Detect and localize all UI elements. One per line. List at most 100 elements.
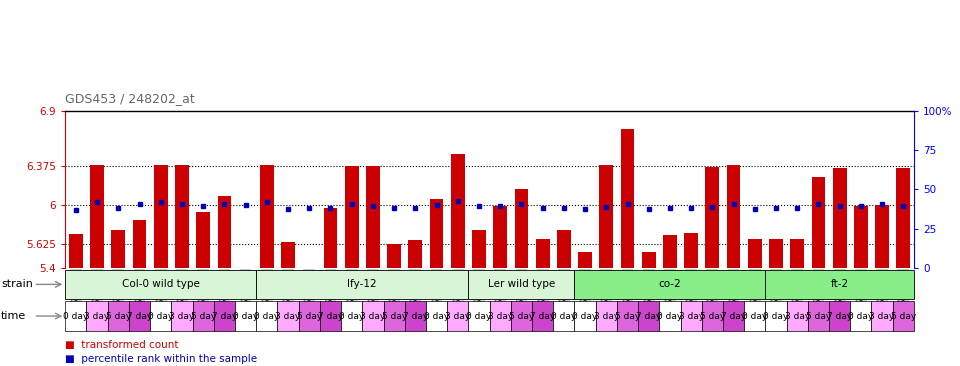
Text: 0 day: 0 day (763, 311, 789, 321)
Bar (706, 167, 719, 268)
Bar (851, 301, 872, 331)
Text: strain: strain (1, 279, 33, 290)
Text: 0 day: 0 day (658, 311, 683, 321)
Text: 7 day: 7 day (827, 311, 852, 321)
Bar (663, 235, 677, 268)
Text: 0 day: 0 day (148, 311, 174, 321)
Bar (408, 240, 422, 268)
Bar (405, 301, 426, 331)
Text: Col-0 wild type: Col-0 wild type (122, 279, 200, 290)
Bar (684, 233, 698, 268)
Bar (786, 301, 808, 331)
Bar (218, 195, 231, 268)
Bar (468, 301, 490, 331)
Bar (574, 301, 595, 331)
Bar (872, 301, 893, 331)
Bar (150, 301, 172, 331)
Text: 0 day: 0 day (551, 311, 577, 321)
Bar (90, 165, 104, 268)
Bar (748, 239, 761, 268)
Text: 3 day: 3 day (593, 311, 619, 321)
Text: 0 day: 0 day (254, 311, 279, 321)
Bar (620, 130, 635, 268)
Bar (129, 301, 150, 331)
Bar (727, 165, 740, 268)
Bar (765, 301, 786, 331)
Text: 7 day: 7 day (212, 311, 237, 321)
Bar (196, 212, 210, 268)
Text: lfy-12: lfy-12 (348, 279, 377, 290)
Text: 7 day: 7 day (636, 311, 661, 321)
Bar (430, 199, 444, 268)
Bar (468, 270, 574, 299)
Text: time: time (1, 311, 26, 321)
Bar (493, 206, 507, 268)
Bar (472, 230, 486, 268)
Text: 3 day: 3 day (870, 311, 895, 321)
Text: 3 day: 3 day (679, 311, 704, 321)
Text: 7 day: 7 day (721, 311, 746, 321)
Text: GDS453 / 248202_at: GDS453 / 248202_at (65, 92, 195, 105)
Text: 7 day: 7 day (530, 311, 555, 321)
Text: 5 day: 5 day (700, 311, 725, 321)
Bar (320, 301, 341, 331)
Bar (277, 301, 299, 331)
Bar (876, 205, 889, 268)
Text: 7 day: 7 day (318, 311, 343, 321)
Text: ■  transformed count: ■ transformed count (65, 340, 179, 350)
Bar (447, 301, 468, 331)
Bar (324, 208, 337, 268)
Bar (536, 239, 549, 268)
Bar (69, 234, 83, 268)
Text: 5 day: 5 day (891, 311, 916, 321)
Bar (132, 220, 147, 268)
Bar (642, 252, 656, 268)
Text: 0 day: 0 day (233, 311, 258, 321)
Text: 5 day: 5 day (381, 311, 407, 321)
Text: 3 day: 3 day (445, 311, 470, 321)
Bar (490, 301, 511, 331)
Bar (617, 301, 638, 331)
Bar (723, 301, 744, 331)
Bar (660, 301, 681, 331)
Bar (769, 239, 783, 268)
Bar (829, 301, 851, 331)
Bar (426, 301, 447, 331)
Bar (578, 252, 592, 268)
Bar (111, 230, 125, 268)
Bar (65, 301, 86, 331)
Text: 0 day: 0 day (742, 311, 767, 321)
Bar (108, 301, 129, 331)
Text: 5 day: 5 day (190, 311, 216, 321)
Text: 7 day: 7 day (127, 311, 153, 321)
Bar (599, 165, 613, 268)
Bar (765, 270, 914, 299)
Bar (451, 154, 465, 268)
Text: co-2: co-2 (659, 279, 682, 290)
Text: 3 day: 3 day (169, 311, 195, 321)
Bar (832, 168, 847, 268)
Bar (256, 270, 468, 299)
Text: Ler wild type: Ler wild type (488, 279, 555, 290)
Bar (511, 301, 532, 331)
Bar (557, 230, 571, 268)
Bar (86, 301, 108, 331)
Text: ■  percentile rank within the sample: ■ percentile rank within the sample (65, 354, 257, 365)
Text: 0 day: 0 day (849, 311, 874, 321)
Text: 3 day: 3 day (784, 311, 810, 321)
Text: 5 day: 5 day (805, 311, 831, 321)
Text: 5 day: 5 day (509, 311, 534, 321)
Bar (811, 177, 826, 268)
Text: 0 day: 0 day (63, 311, 88, 321)
Bar (193, 301, 214, 331)
Bar (260, 165, 274, 268)
Bar (235, 301, 256, 331)
Bar (897, 168, 910, 268)
Bar (366, 166, 380, 268)
Bar (362, 301, 383, 331)
Bar (387, 244, 401, 268)
Text: 3 day: 3 day (276, 311, 300, 321)
Text: ft-2: ft-2 (830, 279, 849, 290)
Text: 0 day: 0 day (467, 311, 492, 321)
Text: 0 day: 0 day (424, 311, 449, 321)
